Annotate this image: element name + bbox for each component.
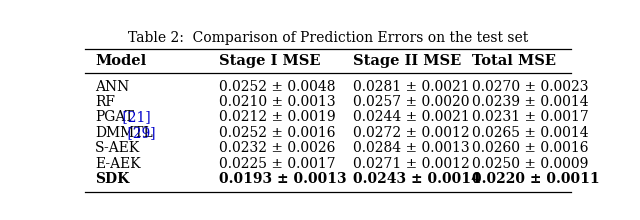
Text: Stage I MSE: Stage I MSE bbox=[219, 54, 321, 68]
Text: PGAT: PGAT bbox=[95, 110, 134, 124]
Text: ANN: ANN bbox=[95, 80, 129, 94]
Text: 0.0239 ± 0.0014: 0.0239 ± 0.0014 bbox=[472, 95, 588, 109]
Text: [21]: [21] bbox=[118, 110, 150, 124]
Text: 0.0250 ± 0.0009: 0.0250 ± 0.0009 bbox=[472, 157, 588, 171]
Text: 0.0231 ± 0.0017: 0.0231 ± 0.0017 bbox=[472, 110, 589, 124]
Text: 0.0270 ± 0.0023: 0.0270 ± 0.0023 bbox=[472, 80, 588, 94]
Text: 0.0272 ± 0.0012: 0.0272 ± 0.0012 bbox=[353, 126, 469, 140]
Text: 0.0212 ± 0.0019: 0.0212 ± 0.0019 bbox=[219, 110, 335, 124]
Text: 0.0193 ± 0.0013: 0.0193 ± 0.0013 bbox=[219, 172, 346, 186]
Text: 0.0265 ± 0.0014: 0.0265 ± 0.0014 bbox=[472, 126, 588, 140]
Text: 0.0260 ± 0.0016: 0.0260 ± 0.0016 bbox=[472, 141, 588, 155]
Text: 0.0271 ± 0.0012: 0.0271 ± 0.0012 bbox=[353, 157, 470, 171]
Text: 0.0257 ± 0.0020: 0.0257 ± 0.0020 bbox=[353, 95, 469, 109]
Text: RF: RF bbox=[95, 95, 115, 109]
Text: Total MSE: Total MSE bbox=[472, 54, 556, 68]
Text: 0.0220 ± 0.0011: 0.0220 ± 0.0011 bbox=[472, 172, 600, 186]
Text: SDK: SDK bbox=[95, 172, 129, 186]
Text: 0.0252 ± 0.0016: 0.0252 ± 0.0016 bbox=[219, 126, 335, 140]
Text: 0.0252 ± 0.0048: 0.0252 ± 0.0048 bbox=[219, 80, 335, 94]
Text: Stage II MSE: Stage II MSE bbox=[353, 54, 461, 68]
Text: 0.0284 ± 0.0013: 0.0284 ± 0.0013 bbox=[353, 141, 469, 155]
Text: Table 2:  Comparison of Prediction Errors on the test set: Table 2: Comparison of Prediction Errors… bbox=[128, 31, 528, 46]
Text: E-AEK: E-AEK bbox=[95, 157, 141, 171]
Text: S-AEK: S-AEK bbox=[95, 141, 140, 155]
Text: 0.0281 ± 0.0021: 0.0281 ± 0.0021 bbox=[353, 80, 469, 94]
Text: 0.0225 ± 0.0017: 0.0225 ± 0.0017 bbox=[219, 157, 335, 171]
Text: Model: Model bbox=[95, 54, 146, 68]
Text: 0.0243 ± 0.0014: 0.0243 ± 0.0014 bbox=[353, 172, 481, 186]
Text: 0.0232 ± 0.0026: 0.0232 ± 0.0026 bbox=[219, 141, 335, 155]
Text: 0.0244 ± 0.0021: 0.0244 ± 0.0021 bbox=[353, 110, 470, 124]
Text: DMMTL: DMMTL bbox=[95, 126, 152, 140]
Text: 0.0210 ± 0.0013: 0.0210 ± 0.0013 bbox=[219, 95, 335, 109]
Text: [29]: [29] bbox=[124, 126, 156, 140]
